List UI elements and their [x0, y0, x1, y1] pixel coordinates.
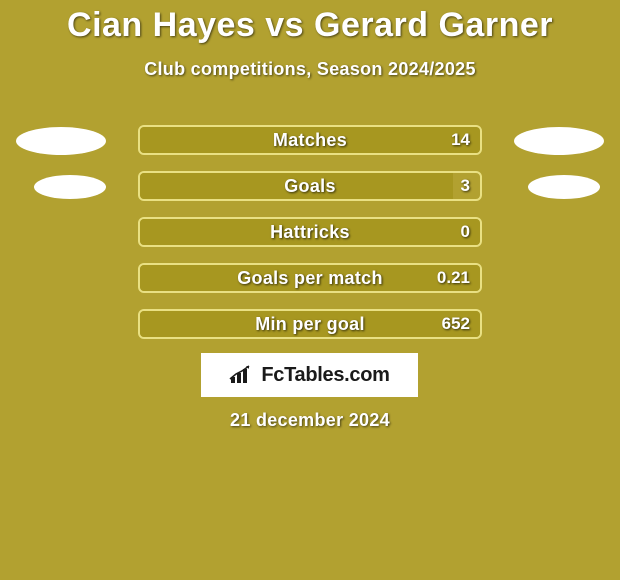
stat-value: 0.21 [437, 265, 470, 291]
left-ellipse [16, 127, 106, 155]
left-ellipse [34, 175, 106, 199]
stat-label: Matches [140, 127, 480, 153]
stat-bar: Goals per match0.21 [138, 263, 482, 293]
stat-row: Hattricks0 [0, 210, 620, 256]
stat-row: Min per goal652 [0, 302, 620, 348]
stat-label: Hattricks [140, 219, 480, 245]
right-ellipse [528, 175, 600, 199]
source-logo-text: FcTables.com [261, 364, 389, 387]
card-date: 21 december 2024 [0, 410, 620, 431]
stat-bar: Matches14 [138, 125, 482, 155]
bar-chart-icon [229, 365, 255, 385]
card-subtitle: Club competitions, Season 2024/2025 [0, 59, 620, 80]
stat-row: Goals per match0.21 [0, 256, 620, 302]
stat-label: Goals per match [140, 265, 480, 291]
stat-bar: Goals3 [138, 171, 482, 201]
stat-bar: Hattricks0 [138, 217, 482, 247]
source-logo: FcTables.com [201, 353, 418, 397]
stat-label: Goals [140, 173, 480, 199]
stat-value: 0 [461, 219, 470, 245]
stat-row: Goals3 [0, 164, 620, 210]
stat-label: Min per goal [140, 311, 480, 337]
stat-row: Matches14 [0, 118, 620, 164]
stat-value: 3 [461, 173, 470, 199]
stat-value: 652 [442, 311, 470, 337]
stat-rows: Matches14 Goals3 Hattricks0 Goals per match… [0, 118, 620, 348]
comparison-card: Cian Hayes vs Gerard Garner Club competi… [0, 0, 620, 580]
card-title: Cian Hayes vs Gerard Garner [0, 0, 620, 45]
right-ellipse [514, 127, 604, 155]
stat-value: 14 [451, 127, 470, 153]
stat-bar: Min per goal652 [138, 309, 482, 339]
